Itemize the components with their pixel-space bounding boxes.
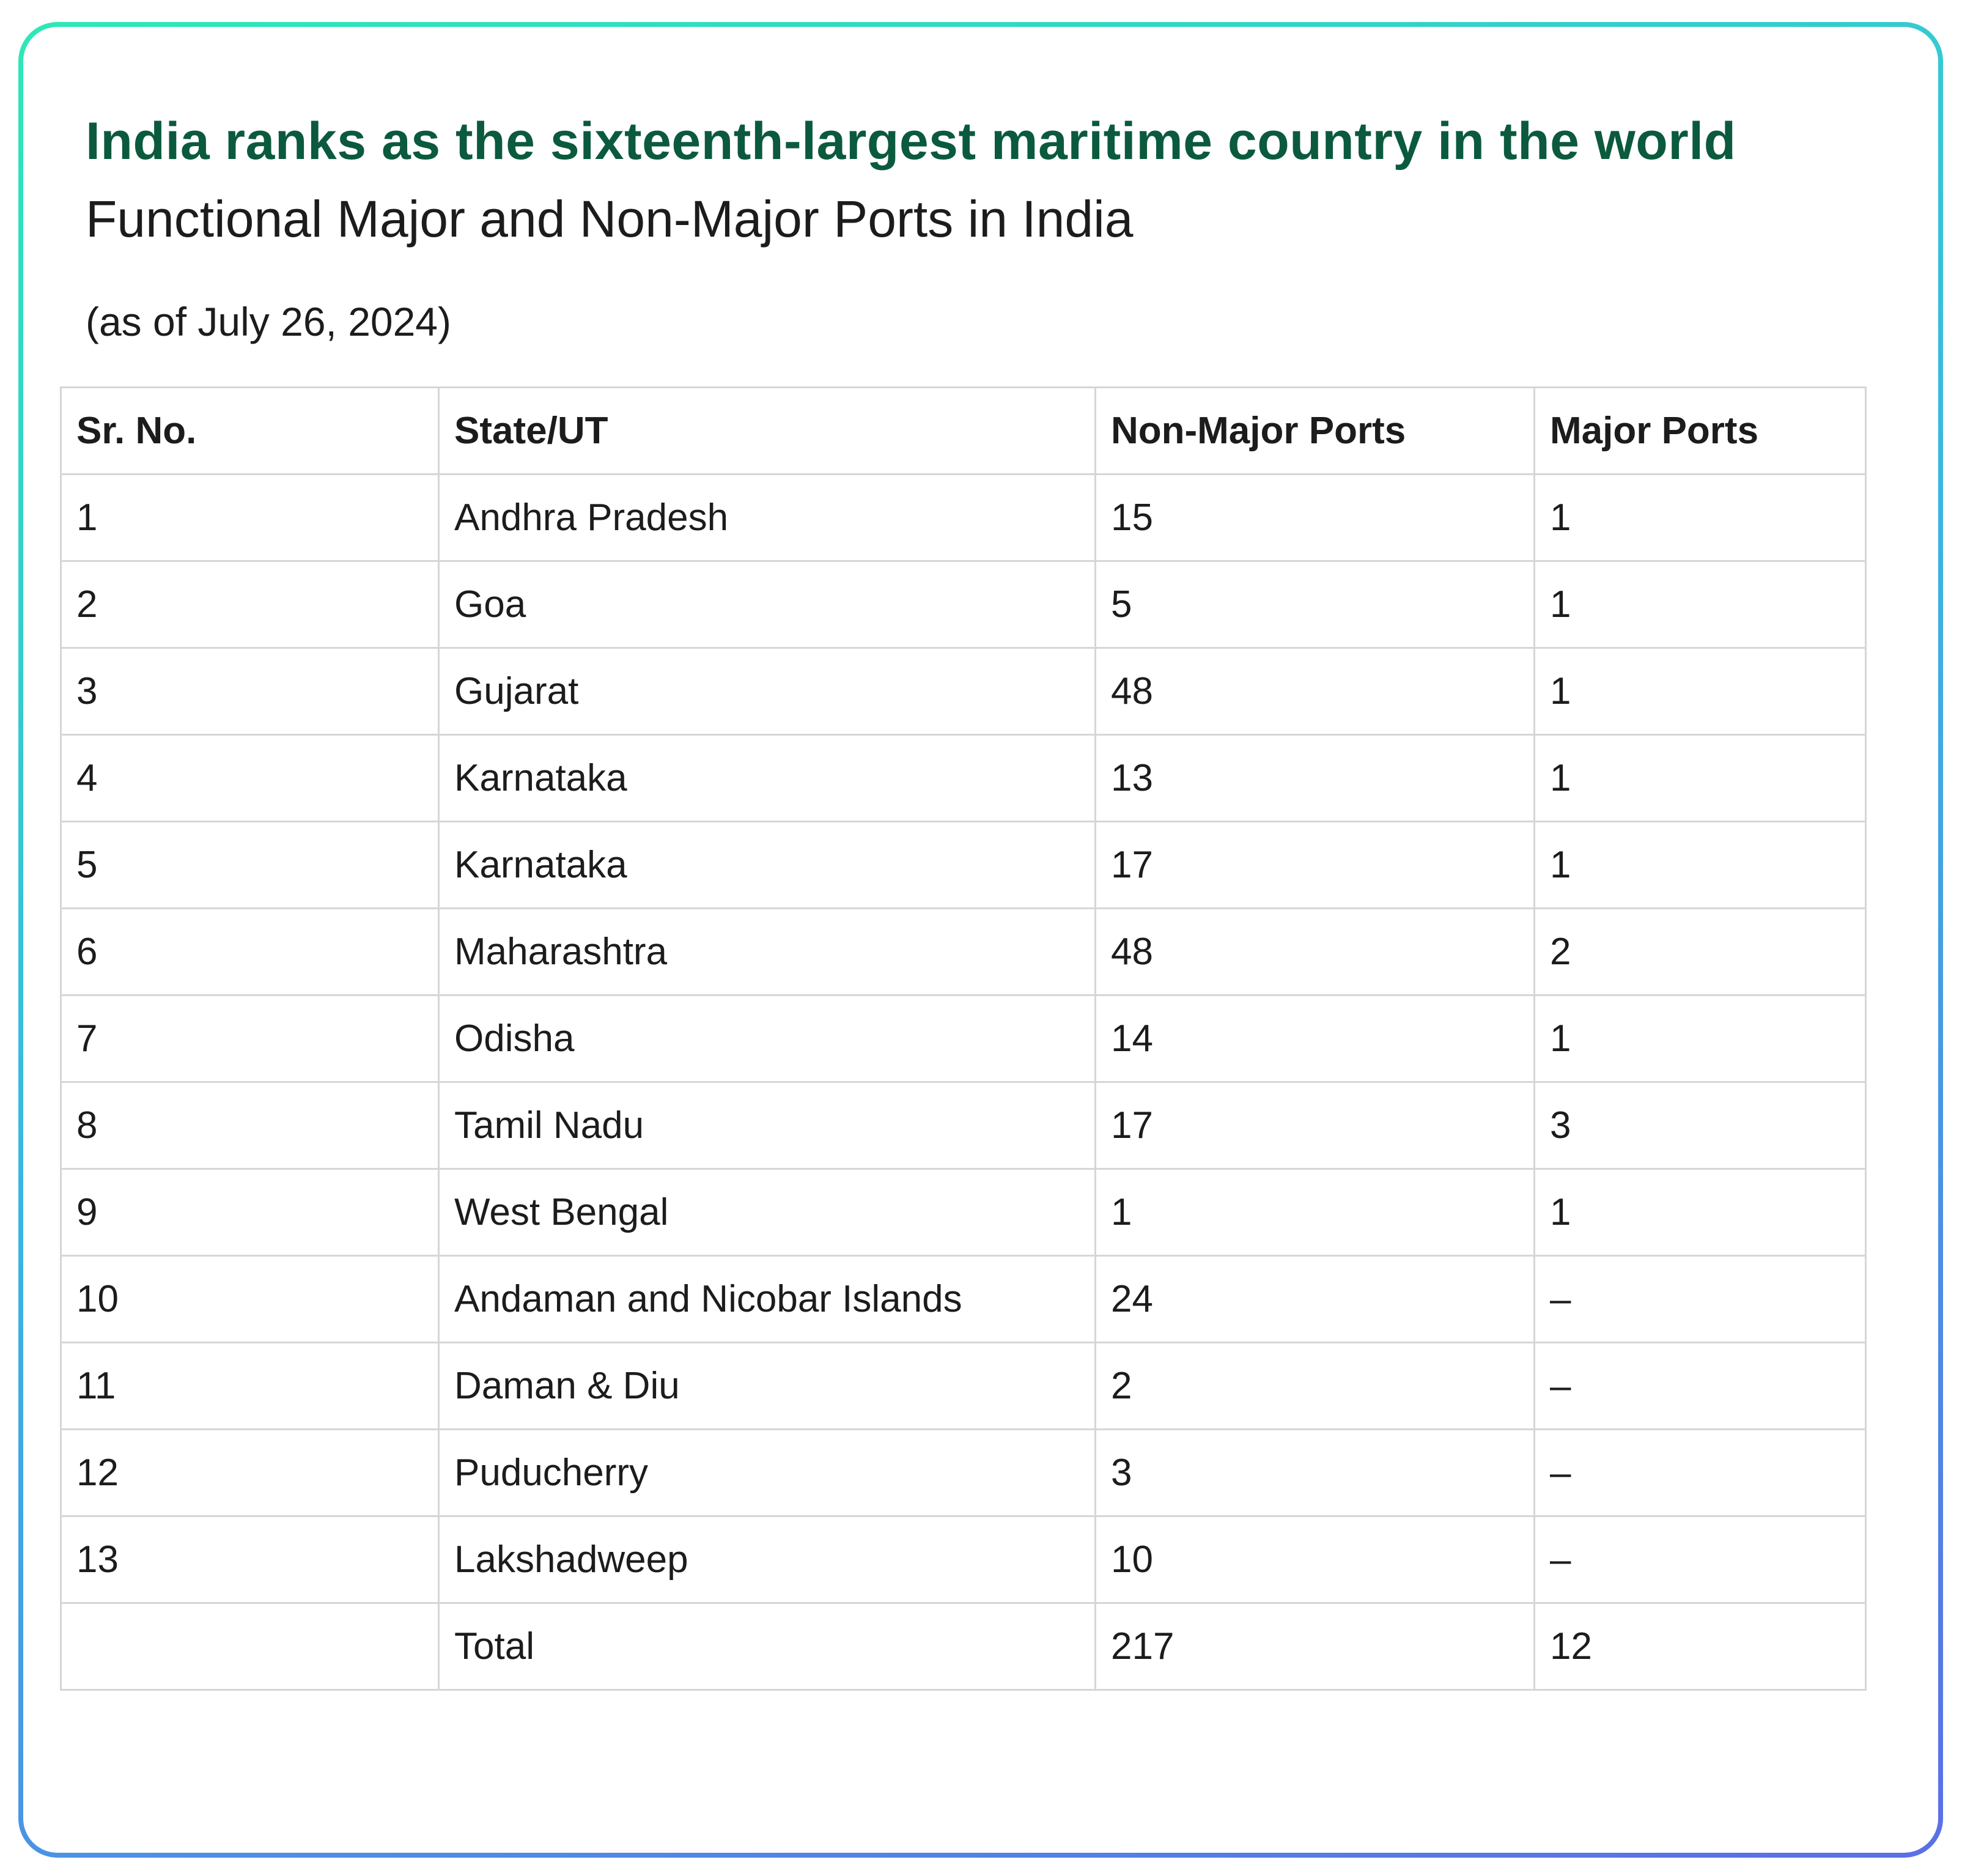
cell-non-major-ports: 1 <box>1094 1168 1535 1257</box>
cell-non-major-ports: 17 <box>1094 1081 1535 1170</box>
cell-sr-no: 8 <box>60 1081 440 1170</box>
cell-non-major-ports: 17 <box>1094 821 1535 909</box>
cell-non-major-ports: 3 <box>1094 1428 1535 1517</box>
table-row: 2 Goa 5 1 <box>60 560 1867 649</box>
cell-major-ports: – <box>1533 1428 1867 1517</box>
cell-state-ut: Goa <box>438 560 1096 649</box>
cell-state-ut: Andhra Pradesh <box>438 473 1096 562</box>
cell-major-ports: 12 <box>1533 1602 1867 1691</box>
cell-sr-no: 10 <box>60 1255 440 1343</box>
page-subtitle: Functional Major and Non-Major Ports in … <box>86 190 1134 248</box>
cell-sr-no: 2 <box>60 560 440 649</box>
cell-non-major-ports: 24 <box>1094 1255 1535 1343</box>
table-row: 8 Tamil Nadu 17 3 <box>60 1081 1867 1170</box>
cell-sr-no: 9 <box>60 1168 440 1257</box>
cell-state-ut: Tamil Nadu <box>438 1081 1096 1170</box>
cell-major-ports: 1 <box>1533 734 1867 822</box>
cell-non-major-ports: 48 <box>1094 647 1535 736</box>
table-row: 6 Maharashtra 48 2 <box>60 907 1867 996</box>
cell-state-ut: Puducherry <box>438 1428 1096 1517</box>
column-header-major-ports: Major Ports <box>1533 386 1867 475</box>
cell-sr-no: 3 <box>60 647 440 736</box>
as-of-date: (as of July 26, 2024) <box>86 299 451 344</box>
ports-table: Sr. No. State/UT Non-Major Ports Major Port… <box>60 386 1867 1691</box>
cell-state-ut: Daman & Diu <box>438 1342 1096 1430</box>
cell-state-ut: Maharashtra <box>438 907 1096 996</box>
cell-major-ports: – <box>1533 1342 1867 1430</box>
cell-non-major-ports: 13 <box>1094 734 1535 822</box>
cell-non-major-ports: 15 <box>1094 473 1535 562</box>
cell-major-ports: 1 <box>1533 560 1867 649</box>
cell-non-major-ports: 5 <box>1094 560 1535 649</box>
table-row: 12 Puducherry 3– <box>60 1428 1867 1517</box>
cell-major-ports: 3 <box>1533 1081 1867 1170</box>
table-body: 1 Andhra Pradesh 15 1 2 Goa 5 1 3 Gujarat 48 1 4 Karn… <box>60 473 1867 1691</box>
table-row: 1 Andhra Pradesh 15 1 <box>60 473 1867 562</box>
cell-non-major-ports: 217 <box>1094 1602 1535 1691</box>
cell-major-ports: 1 <box>1533 647 1867 736</box>
cell-state-ut: West Bengal <box>438 1168 1096 1257</box>
cell-sr-no: 1 <box>60 473 440 562</box>
cell-sr-no: 7 <box>60 994 440 1083</box>
cell-sr-no: 5 <box>60 821 440 909</box>
column-header-non-major-ports: Non-Major Ports <box>1094 386 1535 475</box>
cell-state-ut: Lakshadweep <box>438 1515 1096 1604</box>
table-row: 5 Karnataka 17 1 <box>60 821 1867 909</box>
cell-sr-no <box>60 1602 440 1691</box>
cell-major-ports: 2 <box>1533 907 1867 996</box>
cell-sr-no: 11 <box>60 1342 440 1430</box>
cell-non-major-ports: 10 <box>1094 1515 1535 1604</box>
cell-state-ut: Karnataka <box>438 821 1096 909</box>
cell-major-ports: – <box>1533 1515 1867 1604</box>
cell-state-ut: Andaman and Nicobar Islands <box>438 1255 1096 1343</box>
table-row: 10 Andaman and Nicobar Islands 24– <box>60 1255 1867 1343</box>
column-header-state-ut: State/UT <box>438 386 1096 475</box>
cell-state-ut: Total <box>438 1602 1096 1691</box>
cell-state-ut: Gujarat <box>438 647 1096 736</box>
cell-major-ports: 1 <box>1533 473 1867 562</box>
total-row: Total 217 12 <box>60 1602 1867 1691</box>
table-row: 11 Daman & Diu 2– <box>60 1342 1867 1430</box>
cell-major-ports: 1 <box>1533 1168 1867 1257</box>
cell-sr-no: 13 <box>60 1515 440 1604</box>
cell-non-major-ports: 2 <box>1094 1342 1535 1430</box>
cell-sr-no: 4 <box>60 734 440 822</box>
table-row: 13 Lakshadweep 10– <box>60 1515 1867 1604</box>
cell-non-major-ports: 14 <box>1094 994 1535 1083</box>
page-title: India ranks as the sixteenth-largest mar… <box>86 112 1736 171</box>
cell-major-ports: – <box>1533 1255 1867 1343</box>
cell-non-major-ports: 48 <box>1094 907 1535 996</box>
table-row: 4 Karnataka 13 1 <box>60 734 1867 822</box>
table-row: 9 West Bengal 1 1 <box>60 1168 1867 1257</box>
table-header-row: Sr. No. State/UT Non-Major Ports Major Port… <box>60 386 1867 475</box>
cell-state-ut: Karnataka <box>438 734 1096 822</box>
cell-state-ut: Odisha <box>438 994 1096 1083</box>
table-row: 7 Odisha 14 1 <box>60 994 1867 1083</box>
column-header-sr-no: Sr. No. <box>60 386 440 475</box>
cell-sr-no: 6 <box>60 907 440 996</box>
table-row: 3 Gujarat 48 1 <box>60 647 1867 736</box>
cell-major-ports: 1 <box>1533 821 1867 909</box>
cell-sr-no: 12 <box>60 1428 440 1517</box>
cell-major-ports: 1 <box>1533 994 1867 1083</box>
